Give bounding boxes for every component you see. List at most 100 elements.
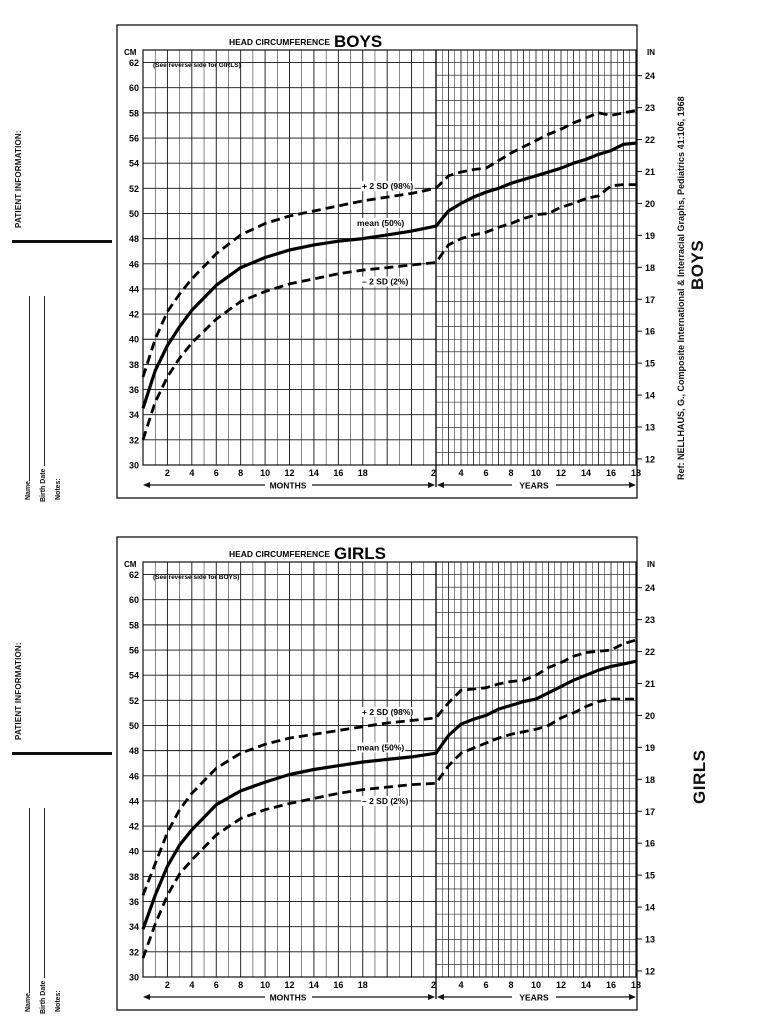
y-tick-label-in: 22 <box>645 647 655 657</box>
series-label: + 2 SD (98%) <box>362 181 413 191</box>
x-label-months: MONTHS <box>270 481 307 491</box>
chart-title-prefix: HEAD CIRCUMFERENCE <box>229 37 330 47</box>
girls-panel: HEAD CIRCUMFERENCE GIRLS (See reverse side… <box>0 512 768 1024</box>
y-tick-label-cm: 60 <box>129 83 139 93</box>
y-tick-label-in: 20 <box>645 199 655 209</box>
y-tick-label-cm: 36 <box>129 385 139 395</box>
y-tick-label-cm: 58 <box>129 108 139 118</box>
x-label-years: YEARS <box>519 481 549 491</box>
y-tick-label-in: 24 <box>645 71 655 81</box>
side-title-girls: GIRLS <box>690 749 709 804</box>
y-tick-label-in: 16 <box>645 839 655 849</box>
y-tick-label-cm: 48 <box>129 746 139 756</box>
x-tick-label-year: 12 <box>556 468 566 478</box>
x-tick-label-month: 10 <box>260 468 270 478</box>
y-tick-label-in: 19 <box>645 231 655 241</box>
y-tick-label-cm: 38 <box>129 360 139 370</box>
x-tick-label-year: 4 <box>458 980 463 990</box>
x-tick-label-month: 2 <box>165 980 170 990</box>
y-axis-unit-cm: CM <box>124 560 137 569</box>
series-label-bg <box>361 276 410 287</box>
minus-2sd-curve <box>141 697 636 959</box>
x-tick-label-month: 4 <box>189 980 194 990</box>
y-tick-label-cm: 46 <box>129 259 139 269</box>
x-tick-label-year: 18 <box>631 468 641 478</box>
x-tick-label-year: 2 <box>431 980 436 990</box>
y-tick-label-in: 13 <box>645 423 655 433</box>
months-arrowhead-left <box>143 994 150 1000</box>
months-arrowhead-right <box>428 482 435 488</box>
x-tick-label-month: 14 <box>309 468 319 478</box>
chart-title-prefix: HEAD CIRCUMFERENCE <box>229 549 330 559</box>
y-tick-label-in: 18 <box>645 263 655 273</box>
y-tick-label-cm: 52 <box>129 184 139 194</box>
x-label-years: YEARS <box>519 993 549 1003</box>
y-axis-unit-cm: CM <box>124 48 137 57</box>
series-label: mean (50%) <box>357 742 404 752</box>
x-tick-label-year: 18 <box>631 980 641 990</box>
y-tick-label-in: 21 <box>645 167 655 177</box>
chart-note: (See reverse side for BOYS) <box>153 574 239 581</box>
years-arrowhead-right <box>629 482 636 488</box>
birth-date-label: Birth Date <box>40 980 47 1014</box>
outer-frame <box>116 24 638 499</box>
y-tick-label-in: 16 <box>645 327 655 337</box>
girls-chart: HEAD CIRCUMFERENCE GIRLS (See reverse side… <box>116 536 655 1011</box>
patient-info-label: PATIENT INFORMATION: <box>14 130 23 228</box>
y-tick-label-cm: 30 <box>129 973 139 983</box>
boys-panel: HEAD CIRCUMFERENCE BOYS (See reverse side … <box>12 24 707 502</box>
x-tick-label-year: 6 <box>483 468 488 478</box>
y-tick-label-cm: 38 <box>129 872 139 882</box>
mean-curve <box>141 659 637 930</box>
y-axis-unit-in: IN <box>647 560 655 569</box>
y-axis-unit-in: IN <box>647 48 655 57</box>
series-label-bg <box>356 217 406 228</box>
y-tick-label-cm: 56 <box>129 646 139 656</box>
x-tick-label-year: 8 <box>508 468 513 478</box>
x-tick-label-month: 10 <box>260 980 270 990</box>
y-tick-label-cm: 62 <box>129 570 139 580</box>
x-tick-label-month: 8 <box>238 468 243 478</box>
chart-note: (See reverse side for GIRLS) <box>153 62 241 69</box>
patient-info-bar <box>12 240 112 243</box>
y-tick-label-cm: 34 <box>129 922 139 932</box>
months-arrowhead-left <box>143 482 150 488</box>
birth-date-line <box>44 808 45 978</box>
y-tick-label-cm: 32 <box>129 435 139 445</box>
x-tick-label-year: 6 <box>483 980 488 990</box>
months-arrowhead-right <box>428 994 435 1000</box>
x-tick-label-year: 12 <box>556 980 566 990</box>
name-line <box>29 808 30 993</box>
notes-label: Notes: <box>55 478 62 500</box>
y-tick-label-cm: 46 <box>129 771 139 781</box>
y-tick-label-cm: 48 <box>129 234 139 244</box>
minus-2sd-curve <box>141 183 636 441</box>
series-label-bg <box>361 796 410 807</box>
side-title-boys: BOYS <box>688 239 707 290</box>
series-label-bg <box>356 742 406 753</box>
mean-curve <box>141 141 637 409</box>
series-label: – 2 SD (2%) <box>362 796 408 806</box>
y-tick-label-in: 17 <box>645 807 655 817</box>
x-tick-label-year: 2 <box>431 468 436 478</box>
x-label-months: MONTHS <box>270 993 307 1003</box>
x-tick-label-month: 16 <box>333 980 343 990</box>
x-tick-label-month: 4 <box>189 468 194 478</box>
x-tick-label-year: 4 <box>458 468 463 478</box>
name-label: Name <box>25 992 32 1012</box>
x-tick-label-year: 14 <box>581 980 591 990</box>
y-tick-label-cm: 62 <box>129 58 139 68</box>
y-tick-label-in: 15 <box>645 871 655 881</box>
y-tick-label-in: 21 <box>645 679 655 689</box>
notes-label: Notes: <box>55 990 62 1012</box>
x-tick-label-month: 2 <box>165 468 170 478</box>
x-tick-label-year: 14 <box>581 468 591 478</box>
x-tick-label-month: 18 <box>358 980 368 990</box>
name-line <box>29 296 30 481</box>
y-tick-label-in: 23 <box>645 615 655 625</box>
years-arrowhead-left <box>437 994 444 1000</box>
x-tick-label-month: 16 <box>333 468 343 478</box>
birth-date-label: Birth Date <box>40 468 47 502</box>
y-tick-label-cm: 50 <box>129 721 139 731</box>
x-tick-label-month: 6 <box>214 980 219 990</box>
